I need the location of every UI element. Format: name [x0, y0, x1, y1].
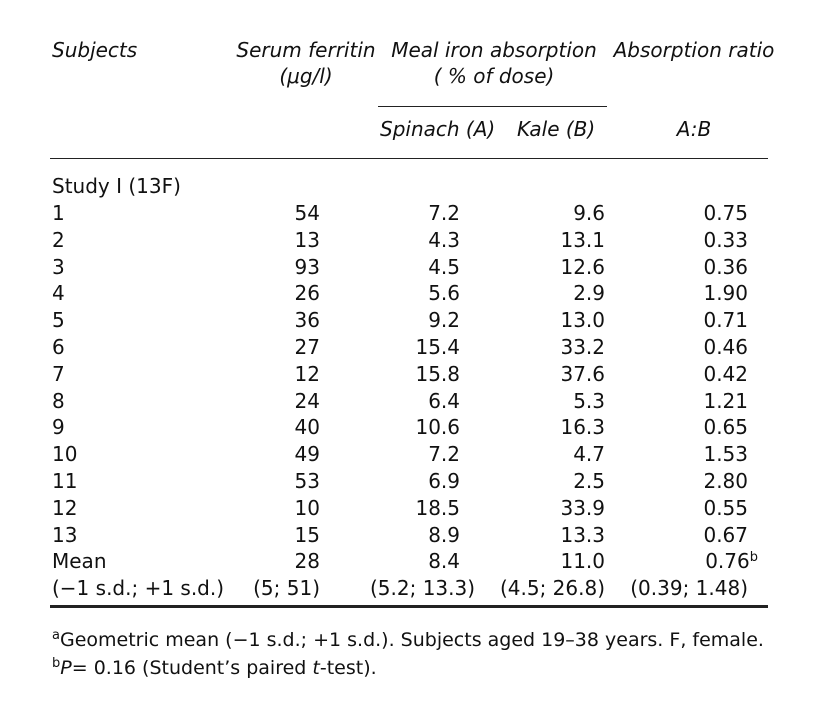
cell-ferritin: 13 [294, 228, 320, 252]
cell-kale: 37.6 [560, 362, 605, 386]
subheader-ratio: A:B [676, 117, 712, 141]
cell-subject: 10 [52, 442, 78, 466]
cell-subject: Mean [52, 549, 107, 573]
cell-kale: 16.3 [560, 415, 605, 439]
cell-kale: 5.3 [573, 389, 605, 413]
cell-ferritin: 24 [294, 389, 320, 413]
cell-ferritin: (5; 51) [253, 576, 320, 600]
cell-spinach: 15.8 [415, 362, 460, 386]
cell-spinach: 8.4 [428, 549, 460, 573]
cell-ratio: 2.80 [703, 469, 748, 493]
cell-ferritin: 49 [294, 442, 320, 466]
cell-spinach: 15.4 [415, 335, 460, 359]
cell-subject: 7 [52, 362, 65, 386]
cell-ratio: 0.67 [703, 523, 748, 547]
cell-spinach: (5.2; 13.3) [370, 576, 476, 600]
cell-kale: 13.3 [560, 523, 605, 547]
cell-subject: 4 [52, 281, 65, 305]
subheader-spinach: Spinach (A) [380, 117, 496, 141]
cell-ratio: 0.42 [703, 362, 748, 386]
footnote-a-mark: a [52, 628, 60, 643]
cell-kale: 33.9 [560, 496, 605, 520]
header-meal-absorption-unit: ( % of dose) [433, 64, 555, 88]
cell-spinach: 6.4 [428, 389, 460, 413]
footnote-a-text: Geometric mean (−1 s.d.; +1 s.d.). Subje… [59, 629, 764, 651]
footnote-b-tail: -test). [319, 657, 377, 679]
header-rule [50, 158, 768, 159]
cell-spinach: 8.9 [428, 523, 460, 547]
bottom-rule [50, 605, 768, 608]
cell-ratio: 1.90 [703, 281, 748, 305]
footnote-b: bP= 0.16 (Student’s paired t-test). [52, 656, 377, 680]
cell-ratio: 1.21 [703, 389, 748, 413]
cell-spinach: 7.2 [428, 201, 460, 225]
cell-subject: 12 [52, 496, 78, 520]
subheader-kale: Kale (B) [517, 117, 596, 141]
header-meal-absorption: Meal iron absorption [391, 38, 597, 62]
cell-subject: 3 [52, 255, 65, 279]
cell-ferritin: 10 [294, 496, 320, 520]
spanner-rule [378, 106, 607, 107]
cell-ratio: (0.39; 1.48) [630, 576, 748, 600]
cell-ratio: 0.76b [615, 549, 758, 573]
cell-kale: 9.6 [573, 201, 605, 225]
cell-ferritin: 12 [294, 362, 320, 386]
cell-subject: 2 [52, 228, 65, 252]
cell-subject: (−1 s.d.; +1 s.d.) [52, 576, 225, 600]
cell-ratio: 0.65 [703, 415, 748, 439]
footnote-a: aGeometric mean (−1 s.d.; +1 s.d.). Subj… [52, 628, 764, 652]
cell-kale: 2.5 [573, 469, 605, 493]
cell-spinach: 5.6 [428, 281, 460, 305]
cell-ferritin: 26 [294, 281, 320, 305]
cell-kale: 4.7 [573, 442, 605, 466]
cell-spinach: 9.2 [428, 308, 460, 332]
cell-kale: 2.9 [573, 281, 605, 305]
cell-kale: 33.2 [560, 335, 605, 359]
cell-ratio: 0.75 [703, 201, 748, 225]
cell-ferritin: 36 [294, 308, 320, 332]
cell-ferritin: 54 [294, 201, 320, 225]
cell-spinach: 4.3 [428, 228, 460, 252]
cell-spinach: 18.5 [415, 496, 460, 520]
cell-ratio-value: 0.76 [705, 549, 750, 573]
cell-ratio: 0.71 [703, 308, 748, 332]
cell-subject: 1 [52, 201, 65, 225]
cell-ferritin: 28 [294, 549, 320, 573]
cell-spinach: 6.9 [428, 469, 460, 493]
cell-kale: 11.0 [560, 549, 605, 573]
cell-ferritin: 15 [294, 523, 320, 547]
cell-ratio: 0.55 [703, 496, 748, 520]
cell-ferritin: 93 [294, 255, 320, 279]
footnote-b-mark: b [52, 656, 61, 671]
cell-kale: (4.5; 26.8) [499, 576, 605, 600]
cell-ratio: 0.36 [703, 255, 748, 279]
cell-subject: 5 [52, 308, 65, 332]
footnote-b-eq: = 0.16 (Student’s paired [71, 657, 313, 679]
cell-subject: 8 [52, 389, 65, 413]
cell-ratio: 0.46 [703, 335, 748, 359]
cell-kale: 13.0 [560, 308, 605, 332]
cell-kale: 13.1 [560, 228, 605, 252]
header-subjects: Subjects [52, 38, 138, 62]
footnote-b-p: P [60, 657, 72, 679]
cell-subject: 13 [52, 523, 78, 547]
study-label: Study I (13F) [52, 174, 181, 198]
header-absorption-ratio: Absorption ratio [613, 38, 775, 62]
cell-kale: 12.6 [560, 255, 605, 279]
cell-spinach: 10.6 [415, 415, 460, 439]
cell-ferritin: 40 [294, 415, 320, 439]
header-ferritin-unit: (μg/l) [279, 64, 333, 88]
cell-ferritin: 53 [294, 469, 320, 493]
cell-subject: 9 [52, 415, 65, 439]
cell-subject: 11 [52, 469, 78, 493]
footnote-ref-b: b [749, 550, 758, 565]
cell-spinach: 4.5 [428, 255, 460, 279]
cell-ferritin: 27 [294, 335, 320, 359]
header-ferritin: Serum ferritin [236, 38, 376, 62]
cell-ratio: 1.53 [703, 442, 748, 466]
footnote-b-t: t [312, 657, 320, 679]
cell-ratio: 0.33 [703, 228, 748, 252]
cell-spinach: 7.2 [428, 442, 460, 466]
cell-subject: 6 [52, 335, 65, 359]
